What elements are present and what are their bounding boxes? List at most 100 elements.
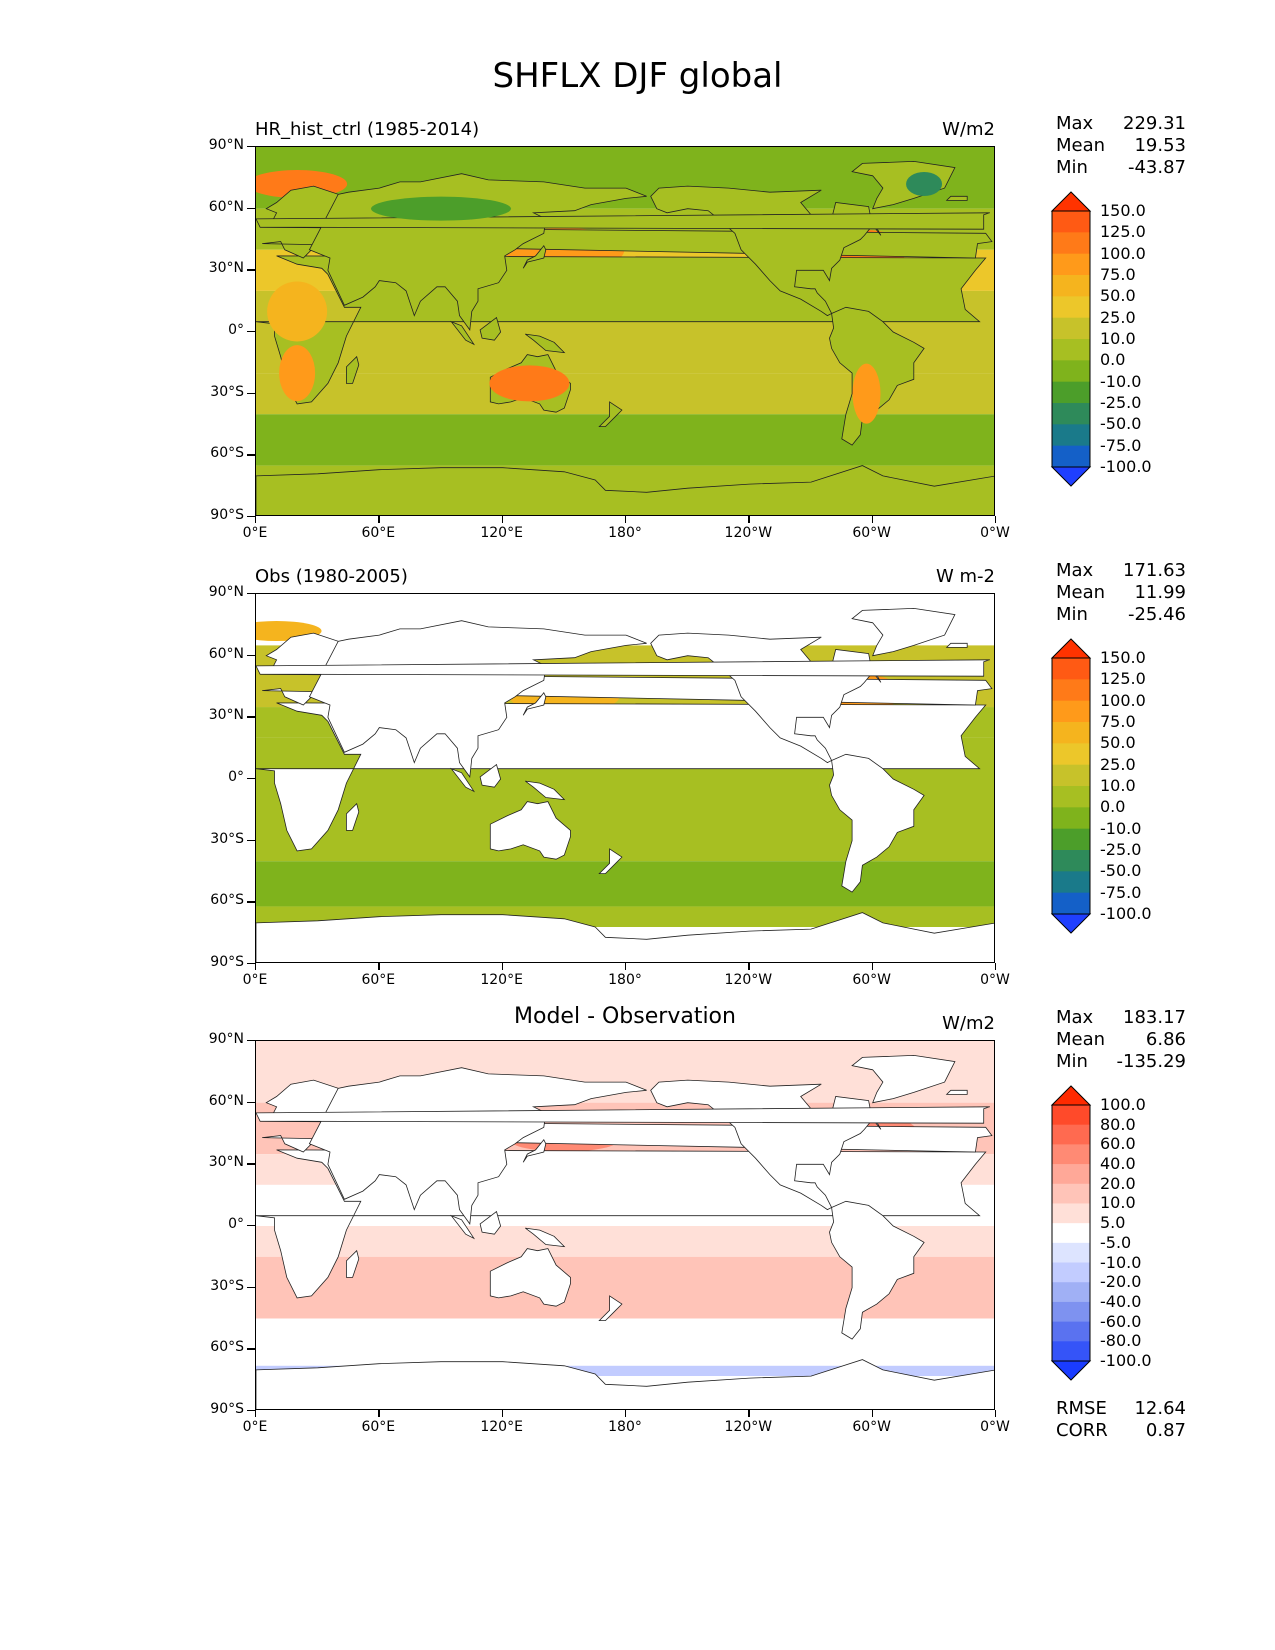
colorbar-extend-top bbox=[1050, 1085, 1092, 1106]
lat-tick-label: 30°N bbox=[208, 1154, 244, 1171]
field-band bbox=[256, 1365, 994, 1377]
panel-title: Model - Observation bbox=[514, 1004, 736, 1029]
lat-tick-mark bbox=[247, 839, 255, 842]
lat-tick-label: 60°S bbox=[210, 1339, 244, 1356]
land-region bbox=[598, 848, 623, 875]
lat-tick-label: 90°S bbox=[210, 507, 244, 523]
lon-tick-mark bbox=[378, 963, 380, 970]
colorbar-segment bbox=[1052, 1105, 1090, 1126]
colorbar-tick-label: 10.0 bbox=[1100, 329, 1136, 348]
stat-row: Max 183.17 bbox=[1056, 1007, 1186, 1029]
lat-tick-label: 90°S bbox=[210, 1401, 244, 1417]
colorbar-segment bbox=[1052, 275, 1090, 297]
colorbar-outline bbox=[1051, 657, 1091, 915]
colorbar-tick-label: -100.0 bbox=[1100, 457, 1152, 476]
lon-tick-mark bbox=[995, 516, 997, 523]
colorbar-segment bbox=[1052, 253, 1090, 276]
lat-tick-mark bbox=[247, 963, 255, 965]
lon-tick-mark bbox=[625, 1410, 627, 1417]
colorbar-segment bbox=[1052, 1262, 1090, 1283]
lon-tick-label: 180° bbox=[608, 525, 642, 541]
lat-tick-label: 90°N bbox=[208, 584, 244, 600]
map-plot-area bbox=[255, 1040, 995, 1410]
colorbar-tick-label: -10.0 bbox=[1100, 1252, 1142, 1272]
lon-tick-label: 120°W bbox=[724, 525, 773, 541]
colorbar-segment bbox=[1052, 211, 1090, 233]
stat-value: 183.17 bbox=[1123, 1007, 1186, 1028]
colorbar-tick-label: -80.0 bbox=[1100, 1331, 1142, 1351]
land-region bbox=[851, 607, 956, 657]
stat-row: Mean 19.53 bbox=[1056, 135, 1186, 157]
colorbar-segment bbox=[1052, 743, 1090, 766]
stat-row: Mean 6.86 bbox=[1056, 1029, 1186, 1051]
stat-value: 6.86 bbox=[1145, 1029, 1186, 1050]
map-panel: Obs (1980-2005) W m-2 90°N 60°N 30°N 0° 30°S 60… bbox=[0, 560, 1275, 1008]
colorbar-extend-bottom bbox=[1050, 913, 1092, 934]
colorbar-tick-label: -10.0 bbox=[1100, 818, 1142, 838]
land-region bbox=[525, 333, 566, 354]
colorbar-outline bbox=[1051, 210, 1091, 468]
lon-tick-mark bbox=[995, 963, 997, 970]
colorbar-segment bbox=[1052, 1321, 1090, 1342]
lon-tick-label: 0°W bbox=[980, 1419, 1010, 1435]
lat-tick-label: 90°N bbox=[208, 137, 244, 153]
land-region bbox=[479, 1210, 502, 1235]
lat-tick-label: 0° bbox=[228, 322, 244, 338]
land-region bbox=[851, 1054, 956, 1104]
colorbar-tick-label: 100.0 bbox=[1100, 690, 1146, 710]
lat-tick-mark bbox=[247, 778, 255, 780]
lon-tick-mark bbox=[378, 1410, 380, 1417]
colorbar-tick-label: 25.0 bbox=[1100, 754, 1136, 774]
colorbar-tick-label: 125.0 bbox=[1100, 669, 1146, 689]
stat-value: 12.64 bbox=[1134, 1398, 1186, 1419]
panel-stats: Max 183.17 Mean 6.86 Min -135.29 bbox=[1056, 1007, 1186, 1073]
colorbar-tick-label: 10.0 bbox=[1100, 776, 1136, 795]
land-region bbox=[256, 1359, 994, 1409]
lat-tick-label: 60°N bbox=[208, 1092, 244, 1109]
land-region bbox=[256, 465, 994, 515]
land-region bbox=[525, 780, 566, 801]
lon-tick-label: 60°W bbox=[852, 1419, 891, 1435]
colorbar-segment bbox=[1052, 764, 1090, 787]
lon-tick-mark bbox=[748, 963, 750, 970]
stat-row: Min -25.46 bbox=[1056, 604, 1186, 626]
map-plot-area bbox=[255, 593, 995, 963]
colorbar-tick-label: -100.0 bbox=[1100, 1351, 1152, 1370]
colorbar-tick-label: 100.0 bbox=[1100, 1095, 1146, 1114]
land-region bbox=[489, 801, 571, 860]
lat-tick-mark bbox=[247, 1286, 255, 1289]
colorbar-segment bbox=[1052, 871, 1090, 894]
colorbar-tick-label: -75.0 bbox=[1100, 435, 1142, 455]
stat-value: -25.46 bbox=[1127, 604, 1186, 625]
lat-tick-label: 30°N bbox=[208, 260, 244, 277]
stat-label: Min bbox=[1056, 157, 1088, 178]
land-region bbox=[450, 767, 476, 793]
land-region bbox=[525, 1227, 566, 1248]
lat-tick-mark bbox=[247, 593, 255, 595]
stat-row: Min -43.87 bbox=[1056, 157, 1186, 179]
colorbar-tick-label: -20.0 bbox=[1100, 1272, 1142, 1292]
lat-tick-label: 30°S bbox=[210, 383, 244, 400]
colorbar-segment bbox=[1052, 1164, 1090, 1185]
land-region bbox=[945, 1089, 968, 1095]
lat-tick-mark bbox=[247, 1410, 255, 1412]
colorbar-segment bbox=[1052, 1282, 1090, 1303]
lon-tick-label: 120°E bbox=[480, 525, 523, 541]
colorbar-segment bbox=[1052, 381, 1090, 404]
land-region bbox=[256, 659, 990, 677]
colorbar-segment bbox=[1052, 807, 1090, 830]
stat-value: 11.99 bbox=[1134, 582, 1186, 603]
land-region bbox=[945, 642, 968, 648]
stat-row: Mean 11.99 bbox=[1056, 582, 1186, 604]
stat-label: Mean bbox=[1056, 135, 1106, 156]
colorbar-segment bbox=[1052, 317, 1090, 340]
colorbar-tick-label: 80.0 bbox=[1100, 1114, 1136, 1134]
lat-tick-label: 90°S bbox=[210, 954, 244, 970]
lat-tick-mark bbox=[247, 516, 255, 518]
lat-tick-label: 0° bbox=[228, 1216, 244, 1232]
lon-tick-mark bbox=[501, 1410, 504, 1417]
lon-tick-mark bbox=[501, 963, 504, 970]
lon-tick-mark bbox=[255, 963, 257, 970]
lat-tick-label: 0° bbox=[228, 769, 244, 785]
stat-value: 0.87 bbox=[1145, 1420, 1186, 1441]
